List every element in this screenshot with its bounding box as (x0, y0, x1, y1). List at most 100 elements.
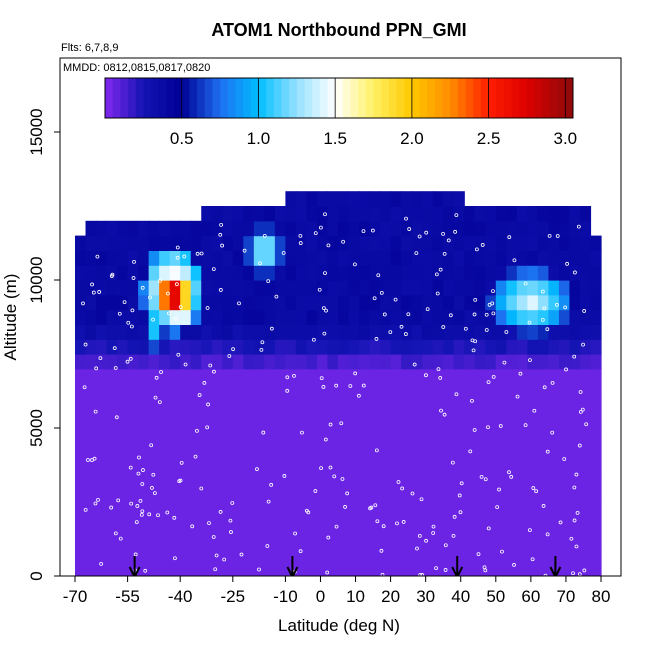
heat-cell (295, 265, 308, 281)
sample-point (528, 358, 532, 363)
heat-cell (380, 531, 392, 547)
heat-cell (243, 472, 255, 488)
heat-cell (579, 546, 592, 562)
heat-cell (527, 487, 539, 503)
heat-cell (169, 265, 181, 281)
heat-cell (106, 428, 118, 444)
heat-cell (222, 309, 234, 325)
sample-point (269, 326, 274, 331)
heat-cell (338, 206, 350, 222)
heat-cell (190, 516, 202, 533)
heat-cell (485, 487, 497, 503)
heat-cell (253, 516, 265, 533)
heat-cell (148, 472, 160, 488)
heat-cell (285, 516, 297, 533)
heat-cell (117, 354, 129, 370)
heat-cell (222, 280, 234, 296)
sample-point (94, 366, 99, 371)
heat-cell (306, 250, 318, 266)
heat-cell (380, 398, 392, 414)
heat-cell (264, 561, 276, 576)
heat-cell (432, 206, 444, 222)
heat-cell (274, 339, 286, 355)
sample-point (281, 251, 286, 255)
heat-cell (316, 502, 329, 518)
heat-cell (306, 457, 318, 473)
heat-cell (401, 398, 413, 414)
heat-cell (75, 442, 87, 459)
heat-cell (579, 324, 592, 340)
heat-cell (590, 516, 602, 533)
sample-point (580, 407, 585, 412)
heat-cell (432, 309, 444, 325)
heat-cell (495, 235, 507, 251)
heat-cell (579, 339, 592, 355)
heat-cell (264, 220, 276, 237)
sample-point (343, 505, 347, 509)
heat-cell (327, 457, 339, 473)
heat-cell (169, 516, 181, 533)
heat-cell (579, 398, 592, 414)
heat-cell (422, 457, 434, 473)
heat-cell (506, 265, 518, 281)
heat-cell (285, 354, 297, 370)
heat-cell (348, 457, 360, 473)
sample-point (152, 491, 157, 496)
heat-cell (369, 472, 381, 488)
heat-cell (327, 502, 339, 518)
heat-cell (558, 472, 571, 488)
heat-cell (390, 250, 402, 266)
heat-cell (211, 472, 223, 488)
sample-point (237, 301, 241, 306)
heat-cell (75, 309, 87, 325)
sample-point (380, 572, 385, 576)
heat-cell (527, 413, 539, 429)
heat-cell (369, 368, 381, 385)
heat-cell (474, 442, 486, 459)
heat-cell (485, 280, 497, 296)
heat-cell (96, 561, 108, 576)
heat-cell (169, 220, 181, 237)
heat-cell (506, 339, 518, 355)
colorbar-cell (365, 78, 375, 118)
heat-cell (327, 413, 339, 429)
heat-cell (106, 413, 118, 429)
heat-cell (127, 531, 139, 547)
heat-cell (506, 280, 518, 296)
heat-cell (495, 546, 507, 562)
heat-cell (590, 487, 602, 503)
sample-point (341, 239, 345, 244)
heat-cell (474, 457, 486, 473)
heat-cell (169, 250, 181, 266)
sample-point (540, 289, 545, 294)
heat-cell (127, 502, 139, 518)
heat-cell (264, 324, 276, 340)
sample-point (582, 309, 587, 313)
heat-cell (359, 546, 371, 562)
heat-cell (527, 265, 539, 281)
heat-cell (411, 413, 423, 429)
heat-cell (443, 191, 455, 207)
sample-point (396, 480, 401, 484)
heat-cell (495, 339, 507, 355)
colorbar-cell (480, 78, 490, 118)
heat-cell (380, 235, 392, 251)
heat-cell (159, 546, 171, 562)
sample-point (441, 232, 445, 236)
heat-cell (138, 235, 150, 251)
sample-point (117, 311, 122, 316)
sample-point (443, 543, 448, 548)
heat-cell (411, 502, 423, 518)
sample-point (265, 544, 270, 548)
heat-cell (117, 309, 129, 325)
chart-title: ATOM1 Northbound PPN_GMI (211, 20, 466, 40)
heat-cell (306, 487, 318, 503)
heat-cell (432, 354, 444, 370)
heat-cell (295, 309, 308, 325)
heat-cell (443, 546, 455, 562)
heat-cell (316, 487, 329, 503)
heat-cell (380, 280, 392, 296)
heat-cell (579, 442, 592, 459)
heat-cell (138, 457, 150, 473)
heat-cell (474, 309, 486, 325)
